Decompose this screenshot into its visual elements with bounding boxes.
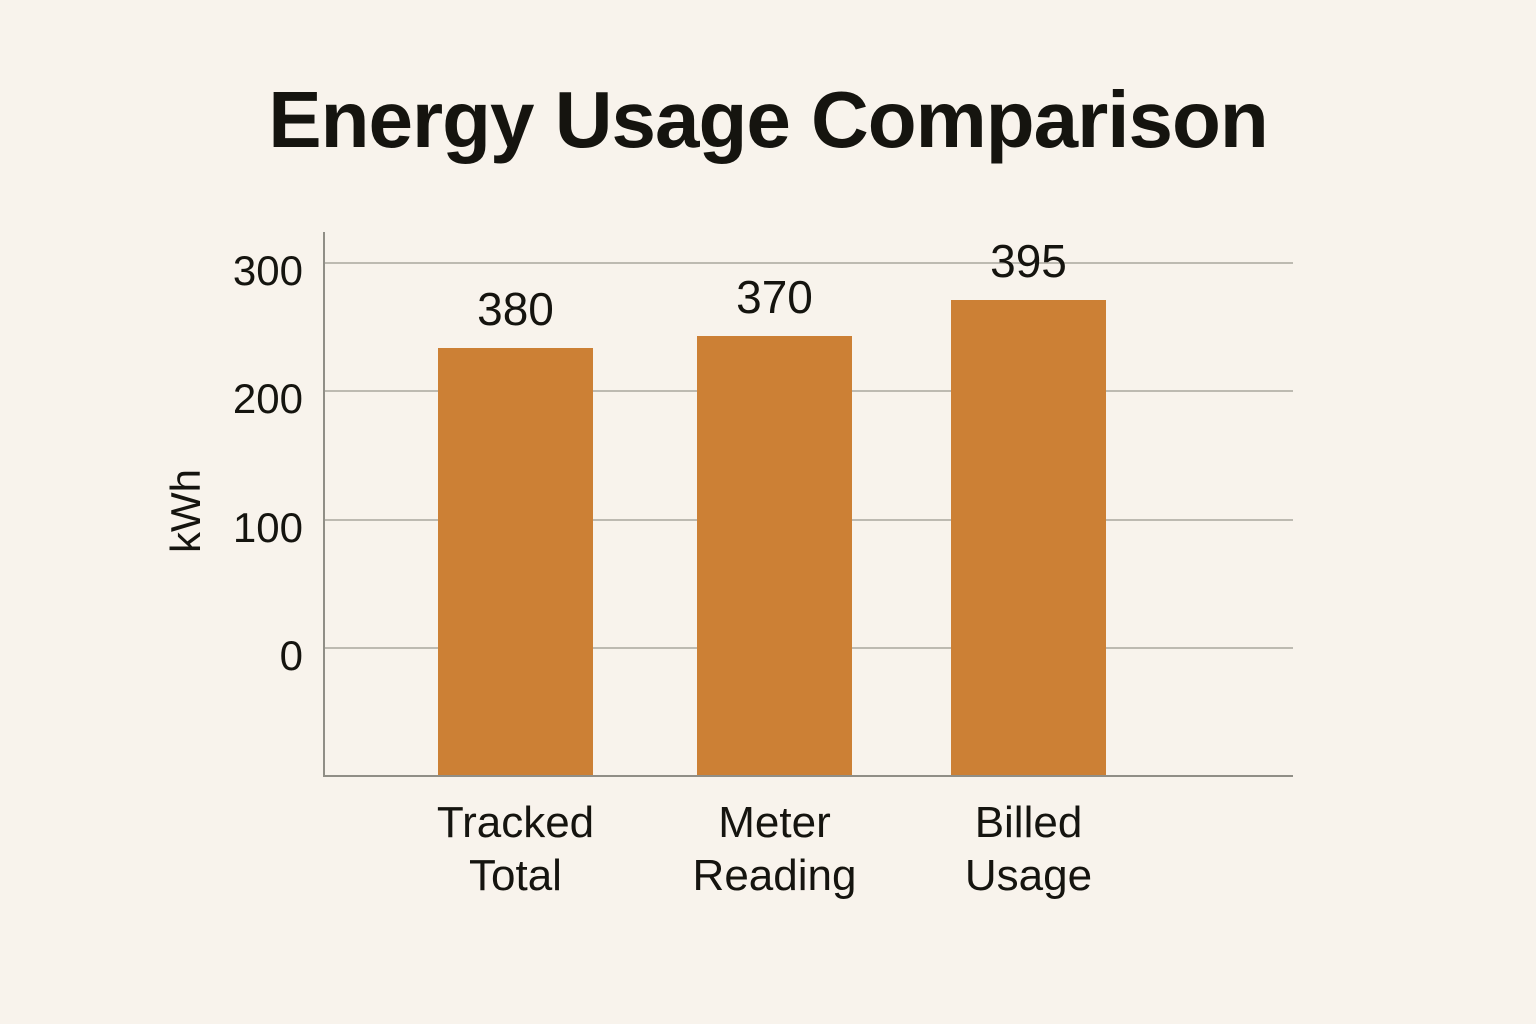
y-axis-line: [323, 232, 325, 777]
bar-value-label: 380: [477, 282, 554, 335]
x-category-label: Meter Reading: [692, 798, 857, 900]
x-category-label: Billed Usage: [964, 798, 1093, 900]
x-category-label: Tracked Total: [436, 798, 595, 900]
y-tick-label-200: 200: [232, 375, 303, 423]
bar-tracked-total: [438, 347, 593, 776]
chart-title: Energy Usage Comparison: [268, 75, 1269, 164]
x-axis-line: [323, 775, 1293, 777]
y-tick-label-100: 100: [232, 503, 303, 551]
y-tick-label-300: 300: [232, 247, 303, 294]
y-tick-label-0: 0: [279, 632, 303, 679]
bar-meter-reading: [697, 336, 852, 776]
bar-value-label: 370: [736, 271, 813, 324]
bar-billed-usage: [951, 300, 1106, 776]
bar-value-label: 395: [990, 235, 1067, 288]
gridline-300: [325, 262, 1293, 264]
